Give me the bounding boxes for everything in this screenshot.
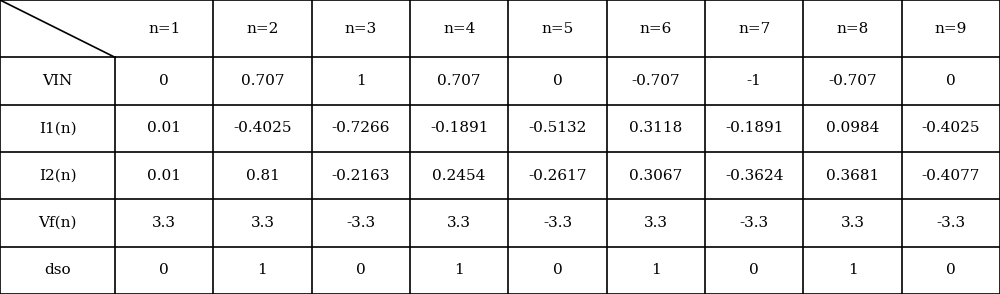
Text: 0.0984: 0.0984	[826, 121, 879, 135]
Text: dso: dso	[44, 263, 71, 277]
Text: 1: 1	[454, 263, 464, 277]
Text: n=5: n=5	[541, 22, 574, 36]
Text: 0: 0	[946, 74, 956, 88]
Text: n=4: n=4	[443, 22, 475, 36]
Text: 1: 1	[356, 74, 366, 88]
Text: -0.2617: -0.2617	[528, 169, 587, 183]
Text: 0.707: 0.707	[241, 74, 284, 88]
Text: -1: -1	[747, 74, 762, 88]
Text: I2(n): I2(n)	[39, 169, 76, 183]
Text: 0.3067: 0.3067	[629, 169, 682, 183]
Text: 0.3118: 0.3118	[629, 121, 682, 135]
Text: Vf(n): Vf(n)	[38, 216, 77, 230]
Text: 0: 0	[159, 74, 169, 88]
Text: 3.3: 3.3	[152, 216, 176, 230]
Text: -0.4077: -0.4077	[922, 169, 980, 183]
Text: n=2: n=2	[246, 22, 279, 36]
Text: 3.3: 3.3	[250, 216, 274, 230]
Text: 3.3: 3.3	[447, 216, 471, 230]
Text: 0: 0	[553, 74, 562, 88]
Text: -0.4025: -0.4025	[922, 121, 980, 135]
Text: -3.3: -3.3	[346, 216, 375, 230]
Text: 0.2454: 0.2454	[432, 169, 486, 183]
Text: n=6: n=6	[640, 22, 672, 36]
Text: 0.707: 0.707	[437, 74, 481, 88]
Text: -0.3624: -0.3624	[725, 169, 783, 183]
Text: 1: 1	[258, 263, 267, 277]
Text: I1(n): I1(n)	[39, 121, 76, 135]
Text: 0.3681: 0.3681	[826, 169, 879, 183]
Text: 1: 1	[651, 263, 661, 277]
Text: -0.707: -0.707	[632, 74, 680, 88]
Text: -0.1891: -0.1891	[430, 121, 488, 135]
Text: -0.707: -0.707	[828, 74, 877, 88]
Text: -0.4025: -0.4025	[233, 121, 292, 135]
Text: -0.7266: -0.7266	[332, 121, 390, 135]
Text: n=1: n=1	[148, 22, 180, 36]
Text: VIN: VIN	[42, 74, 73, 88]
Text: -0.2163: -0.2163	[332, 169, 390, 183]
Text: -0.5132: -0.5132	[528, 121, 587, 135]
Text: n=3: n=3	[345, 22, 377, 36]
Text: -3.3: -3.3	[740, 216, 769, 230]
Text: -3.3: -3.3	[936, 216, 965, 230]
Text: 3.3: 3.3	[644, 216, 668, 230]
Text: 0.01: 0.01	[147, 169, 181, 183]
Text: 0: 0	[946, 263, 956, 277]
Text: 0.81: 0.81	[246, 169, 279, 183]
Text: n=9: n=9	[935, 22, 967, 36]
Text: 0: 0	[749, 263, 759, 277]
Text: 3.3: 3.3	[841, 216, 865, 230]
Text: 0: 0	[159, 263, 169, 277]
Text: n=7: n=7	[738, 22, 770, 36]
Text: n=8: n=8	[836, 22, 869, 36]
Text: -0.1891: -0.1891	[725, 121, 783, 135]
Text: 0: 0	[356, 263, 366, 277]
Text: -3.3: -3.3	[543, 216, 572, 230]
Text: 0.01: 0.01	[147, 121, 181, 135]
Text: 0: 0	[553, 263, 562, 277]
Text: 1: 1	[848, 263, 857, 277]
